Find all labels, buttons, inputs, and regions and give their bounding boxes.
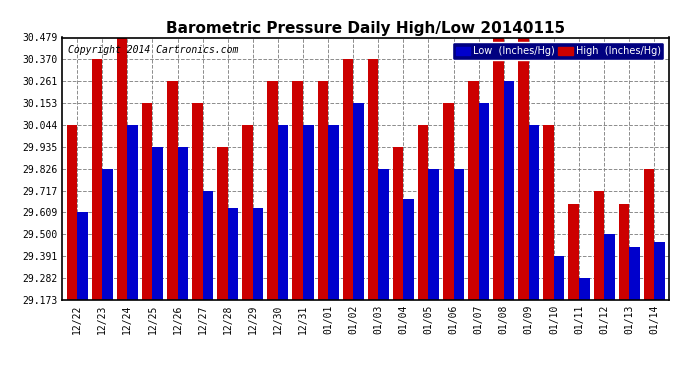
Bar: [418, 125, 428, 300]
Bar: [102, 169, 112, 300]
Bar: [579, 278, 589, 300]
Text: Copyright 2014 Cartronics.com: Copyright 2014 Cartronics.com: [68, 45, 239, 56]
Bar: [443, 103, 453, 300]
Bar: [479, 103, 489, 300]
Bar: [453, 169, 464, 300]
Bar: [543, 125, 554, 300]
Bar: [604, 234, 615, 300]
Bar: [303, 125, 313, 300]
Bar: [644, 169, 654, 300]
Bar: [192, 103, 203, 300]
Bar: [518, 38, 529, 300]
Bar: [253, 208, 264, 300]
Bar: [317, 81, 328, 300]
Bar: [293, 81, 303, 300]
Title: Barometric Pressure Daily High/Low 20140115: Barometric Pressure Daily High/Low 20140…: [166, 21, 565, 36]
Legend: Low  (Inches/Hg), High  (Inches/Hg): Low (Inches/Hg), High (Inches/Hg): [452, 42, 664, 60]
Bar: [343, 59, 353, 300]
Bar: [393, 147, 404, 300]
Bar: [554, 256, 564, 300]
Bar: [493, 38, 504, 300]
Bar: [368, 59, 378, 300]
Bar: [629, 248, 640, 300]
Bar: [569, 204, 579, 300]
Bar: [92, 59, 102, 300]
Bar: [654, 242, 664, 300]
Bar: [117, 38, 128, 300]
Bar: [152, 147, 163, 300]
Bar: [142, 103, 152, 300]
Bar: [203, 190, 213, 300]
Bar: [128, 125, 138, 300]
Bar: [67, 125, 77, 300]
Bar: [353, 103, 364, 300]
Bar: [404, 199, 414, 300]
Bar: [217, 147, 228, 300]
Bar: [468, 81, 479, 300]
Bar: [328, 125, 339, 300]
Bar: [504, 81, 514, 300]
Bar: [593, 190, 604, 300]
Bar: [242, 125, 253, 300]
Bar: [619, 204, 629, 300]
Bar: [529, 125, 540, 300]
Bar: [278, 125, 288, 300]
Bar: [167, 81, 177, 300]
Bar: [77, 212, 88, 300]
Bar: [177, 147, 188, 300]
Bar: [428, 169, 439, 300]
Bar: [378, 169, 388, 300]
Bar: [267, 81, 278, 300]
Bar: [228, 208, 238, 300]
